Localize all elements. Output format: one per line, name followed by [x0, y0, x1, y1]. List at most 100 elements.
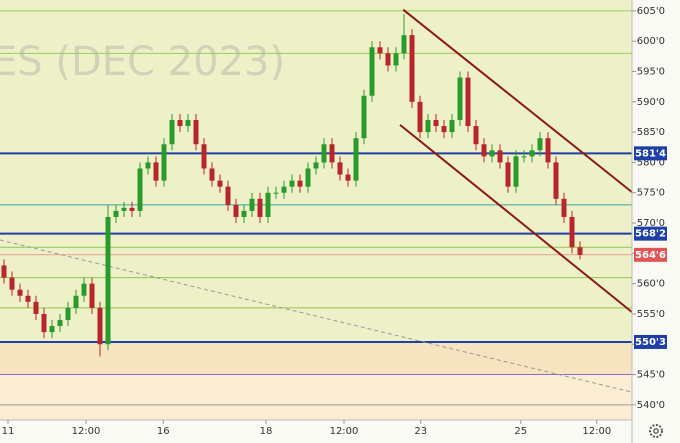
candle-body [433, 120, 439, 127]
candle-body [1, 265, 7, 278]
candle-body [481, 144, 487, 157]
candle-body [441, 126, 447, 133]
candle-body [545, 138, 551, 163]
candle-body [385, 53, 391, 66]
candle-body [185, 120, 191, 127]
candle-body [57, 320, 63, 327]
candle-body [209, 168, 215, 181]
candle-body [465, 77, 471, 127]
candle-body [9, 277, 15, 290]
candle-body [249, 198, 255, 211]
candle-body [177, 120, 183, 127]
price-label: 564'6 [635, 250, 666, 261]
x-tick-label: 16 [157, 426, 170, 437]
candle-body [473, 126, 479, 145]
x-tick-label: 18 [260, 426, 273, 437]
trendline [0, 239, 633, 393]
x-tick-label: 11 [2, 426, 15, 437]
candle-body [41, 313, 47, 333]
candle-body [449, 120, 455, 133]
candle-body [497, 150, 503, 163]
candle-body [329, 144, 335, 163]
y-tick-label: 595'0 [637, 67, 665, 78]
candle-body [113, 210, 119, 217]
candle-body [345, 174, 351, 181]
settings-icon[interactable] [649, 424, 663, 438]
candle-body [369, 47, 375, 96]
candle-body [297, 180, 303, 187]
candle-body [289, 180, 295, 187]
y-tick-label: 605'0 [637, 6, 665, 17]
candle-body [321, 144, 327, 163]
candle-body [153, 162, 159, 181]
candle-body [217, 180, 223, 187]
candle-body [169, 120, 175, 145]
candle-body [313, 162, 319, 169]
candle-body [65, 307, 71, 320]
candle-body [233, 204, 239, 217]
candle-body [193, 120, 199, 145]
y-tick-label: 555'0 [637, 309, 665, 320]
x-tick-label: 12:00 [72, 426, 101, 437]
y-tick-label: 590'0 [637, 97, 665, 108]
x-tick-label: 23 [414, 426, 427, 437]
background-zone [0, 374, 632, 420]
candle-body [97, 307, 103, 345]
candle-body [529, 150, 535, 157]
y-tick-label: 600'0 [637, 36, 665, 47]
candle-body [121, 207, 127, 211]
price-label-box [634, 334, 667, 349]
candle-body [337, 162, 343, 175]
candle-body [105, 216, 111, 345]
price-label-box [634, 226, 667, 241]
x-axis-panel [0, 420, 680, 443]
candle-body [521, 156, 527, 158]
candle-body [17, 289, 23, 296]
candle-body [129, 207, 135, 211]
trendline [402, 8, 633, 193]
candle-body [73, 295, 79, 308]
candle-body [417, 101, 423, 133]
candle-body [241, 210, 247, 217]
candle-body [89, 283, 95, 308]
candle-body [393, 53, 399, 66]
candle-body [553, 162, 559, 199]
candle-body [225, 186, 231, 205]
candle-body [569, 216, 575, 248]
y-tick-label: 570'0 [637, 218, 665, 229]
x-tick-label: 12:00 [582, 426, 611, 437]
candle-body [361, 95, 367, 139]
candle-body [257, 198, 263, 217]
candle-body [457, 77, 463, 120]
background-zone [0, 341, 632, 375]
candle-body [145, 162, 151, 169]
candle-body [305, 168, 311, 187]
candle-body [201, 144, 207, 169]
candle-body [505, 162, 511, 187]
y-tick-label: 580'0 [637, 157, 665, 168]
candle-body [33, 301, 39, 314]
price-label-box [634, 247, 667, 262]
candle-body [409, 35, 415, 102]
candle-body [161, 144, 167, 181]
candle-body [273, 192, 279, 194]
candle-body [561, 198, 567, 217]
gear-center[interactable] [653, 428, 659, 434]
y-tick-label: 545'0 [637, 370, 665, 381]
candle-body [49, 326, 55, 333]
candle-body [577, 247, 583, 255]
candle-body [489, 150, 495, 157]
candle-body [265, 192, 271, 217]
gear[interactable] [649, 424, 663, 438]
candle-body [353, 138, 359, 181]
candle-body [401, 35, 407, 54]
candle-body [425, 120, 431, 133]
x-tick-label: 25 [514, 426, 527, 437]
price-label: 568'2 [635, 229, 666, 240]
candle-body [537, 138, 543, 151]
y-tick-label: 560'0 [637, 279, 665, 290]
candle-body [377, 47, 383, 54]
x-tick-label: 12:00 [330, 426, 359, 437]
candle-body [137, 168, 143, 211]
